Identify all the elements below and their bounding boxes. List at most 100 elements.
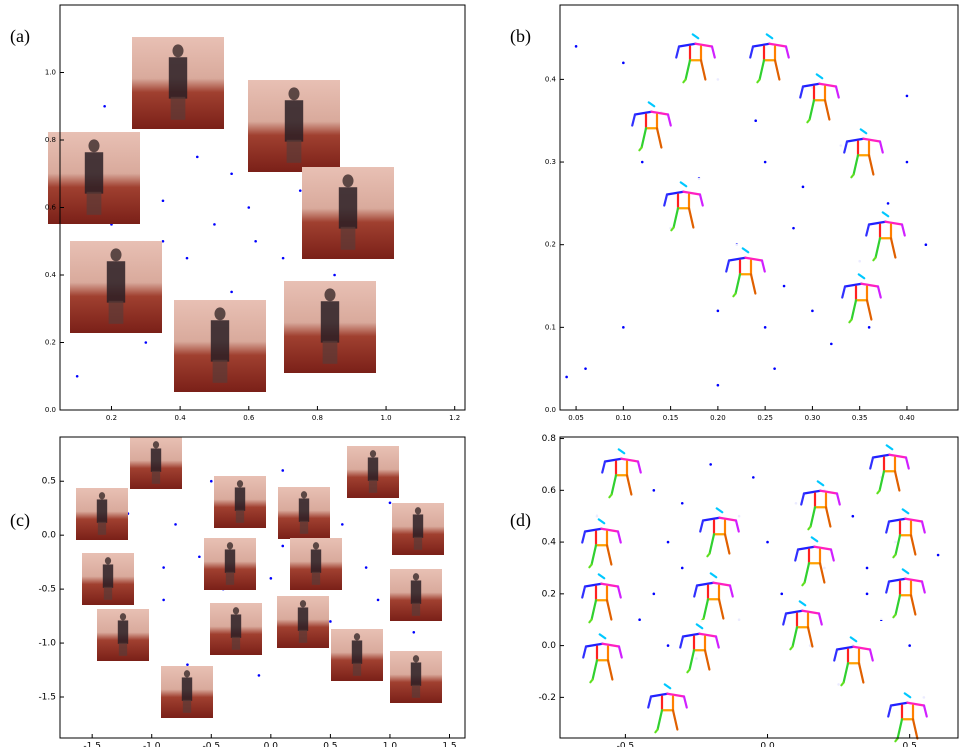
person-legs — [119, 643, 127, 656]
person-legs — [300, 521, 308, 534]
x-tick-label: -0.5 — [202, 742, 220, 747]
person-head — [237, 480, 243, 487]
thumbnail-photo — [82, 553, 134, 605]
thumbnail-photo — [347, 446, 399, 498]
person-head — [324, 288, 335, 301]
figure: (a) (b) (c) (d) 0.20.40.60.81.01.20.00.2… — [0, 0, 961, 747]
y-tick-label: 0.5 — [42, 477, 56, 487]
scatter-point — [792, 227, 795, 230]
scatter-point — [377, 599, 380, 602]
scatter-point — [667, 541, 670, 544]
person-head — [99, 492, 105, 499]
x-tick-label: -1.0 — [143, 742, 161, 747]
scatter-point — [162, 240, 165, 243]
thumbnail-photo — [278, 487, 330, 539]
person-body — [118, 620, 128, 643]
scatter-point — [866, 593, 869, 596]
scatter-point — [866, 567, 869, 570]
y-tick-label: 0.2 — [45, 339, 56, 347]
person-head — [288, 87, 299, 100]
x-tick-label: 0.5 — [903, 742, 917, 747]
person-head — [214, 307, 225, 320]
thumbnail-pose — [826, 633, 881, 688]
scatter-point — [717, 384, 720, 387]
y-tick-label: 0.2 — [542, 589, 556, 599]
y-tick-label: 0.6 — [45, 204, 57, 212]
scatter-point — [103, 105, 106, 108]
thumbnail-pose — [858, 208, 913, 263]
thumbnail-pose — [792, 70, 847, 125]
thumbnail-photo — [390, 569, 442, 621]
person-legs — [236, 510, 244, 523]
scatter-point — [299, 189, 302, 192]
scatter-point — [802, 186, 805, 189]
scatter-point — [584, 367, 587, 370]
scatter-point — [852, 515, 855, 518]
person-body — [352, 640, 362, 663]
person-head — [413, 655, 419, 662]
scatter-point — [906, 95, 909, 98]
x-tick-label: 0.5 — [323, 742, 337, 747]
scatter-point — [622, 326, 625, 329]
person-legs — [299, 630, 307, 643]
person-head — [301, 491, 307, 498]
scatter-point — [412, 631, 415, 634]
x-tick-label: 0.0 — [760, 742, 775, 747]
panel-label: (d) — [510, 510, 531, 531]
x-tick-label: 0.8 — [312, 414, 323, 422]
person-head — [370, 450, 376, 457]
y-tick-label: 0.8 — [45, 136, 56, 144]
scatter-point — [282, 257, 285, 260]
x-tick-label: 1.2 — [449, 414, 460, 422]
y-tick-label: 0.6 — [542, 486, 557, 496]
scatter-point — [186, 257, 189, 260]
scatter-point — [908, 644, 911, 647]
thumbnail-photo — [132, 37, 224, 129]
person-head — [227, 542, 233, 549]
person-head — [172, 44, 183, 57]
thumbnail-pose — [878, 505, 933, 560]
thumbnail-pose — [672, 620, 727, 675]
y-tick-label: 0.1 — [545, 323, 556, 331]
scatter-point — [868, 326, 871, 329]
y-tick-label: 0.2 — [545, 241, 556, 249]
scatter-point — [196, 156, 199, 159]
scatter-point — [162, 199, 165, 202]
person-body — [231, 614, 241, 637]
y-tick-label: -0.2 — [538, 693, 556, 703]
thumbnail-photo — [48, 132, 140, 224]
x-tick-label: 0.40 — [899, 414, 915, 422]
person-body — [321, 301, 339, 342]
thumbnail-photo — [392, 503, 444, 555]
x-tick-label: 0.15 — [663, 414, 679, 422]
person-legs — [323, 341, 338, 364]
scatter-point — [766, 541, 769, 544]
thumbnail-photo — [277, 596, 329, 648]
thumbnail-pose — [575, 630, 630, 685]
x-tick-label: 0.35 — [852, 414, 868, 422]
person-body — [182, 677, 192, 700]
thumbnail-photo — [204, 538, 256, 590]
thumbnail-photo — [76, 488, 128, 540]
x-tick-label: 0.2 — [106, 414, 117, 422]
scatter-point — [174, 523, 177, 526]
person-legs — [213, 360, 228, 383]
scatter-point — [76, 375, 79, 378]
scatter-point — [329, 620, 332, 623]
person-legs — [353, 663, 361, 676]
scatter-point — [709, 463, 712, 466]
person-body — [85, 152, 103, 193]
scatter-point — [811, 310, 814, 313]
scatter-point — [389, 502, 392, 505]
scatter-point — [145, 341, 148, 344]
page: (a) (b) (c) (d) 0.20.40.60.81.01.20.00.2… — [0, 0, 961, 747]
y-tick-label: 0.0 — [542, 641, 557, 651]
person-legs — [287, 140, 302, 163]
scatter-point — [717, 310, 720, 313]
scatter-point — [681, 567, 684, 570]
thumbnail-pose — [686, 569, 741, 624]
scatter-point — [186, 663, 189, 666]
scatter-point — [764, 161, 767, 164]
thumbnail-pose — [656, 178, 711, 233]
person-legs — [226, 572, 234, 585]
